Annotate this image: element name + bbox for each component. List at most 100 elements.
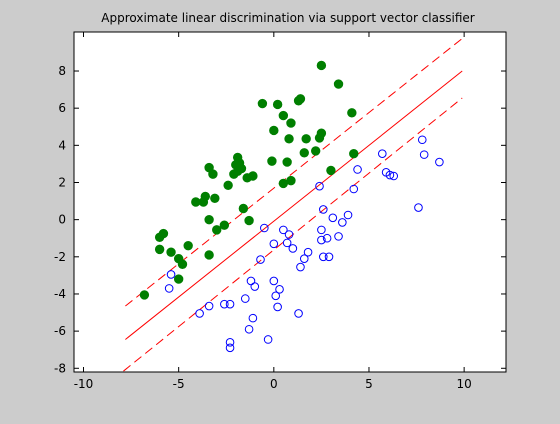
class-a-point — [158, 228, 169, 239]
class-b-point — [385, 170, 395, 180]
class-a-point — [200, 191, 211, 202]
class-b-point — [328, 213, 338, 223]
class-b-point — [319, 205, 328, 214]
class-a-point — [219, 220, 230, 230]
y-tick-label: -4 — [54, 287, 66, 301]
class-a-point — [173, 274, 184, 284]
data-points — [139, 60, 444, 353]
class-b-point — [324, 252, 334, 262]
class-b-point — [299, 254, 309, 263]
class-b-point — [220, 299, 229, 309]
class-a-point — [347, 108, 357, 118]
class-b-point — [343, 210, 353, 220]
class-a-point — [257, 98, 268, 109]
class-a-point — [299, 148, 309, 158]
class-a-point — [154, 244, 165, 255]
class-b-point — [250, 282, 260, 291]
y-tick-label: 8 — [58, 64, 66, 78]
class-b-point — [317, 235, 326, 245]
class-b-point — [377, 149, 387, 158]
class-b-point — [275, 285, 284, 294]
class-b-point — [240, 294, 250, 303]
class-a-point — [238, 203, 249, 214]
class-b-point — [164, 284, 174, 293]
class-b-point — [294, 309, 303, 318]
class-b-point — [248, 313, 258, 323]
class-a-point — [269, 125, 279, 136]
class-a-point — [286, 175, 296, 186]
y-tick-label: 0 — [58, 213, 66, 227]
x-tick-label: -10 — [74, 377, 94, 391]
y-tick-label: -2 — [54, 250, 66, 264]
plot-frame — [73, 31, 507, 373]
class-b-point — [319, 252, 328, 262]
class-b-point — [269, 239, 279, 249]
class-b-point — [225, 337, 235, 347]
class-b-point — [322, 233, 332, 243]
class-b-point — [414, 203, 423, 212]
class-a-point — [244, 215, 254, 226]
y-tick-label: -8 — [54, 361, 66, 375]
class-a-point — [301, 134, 311, 144]
class-a-point — [278, 110, 289, 121]
class-a-point — [139, 290, 150, 300]
class-b-point — [279, 225, 288, 235]
class-a-point — [349, 148, 359, 159]
class-a-point — [208, 169, 218, 179]
class-a-point — [223, 180, 233, 190]
class-b-point — [288, 244, 298, 253]
class-b-point — [225, 299, 235, 309]
class-a-point — [316, 128, 327, 138]
class-b-point — [273, 302, 282, 312]
y-tick-label: 2 — [58, 175, 66, 189]
class-b-point — [244, 324, 254, 334]
class-a-point — [166, 247, 176, 257]
class-b-point — [338, 218, 347, 227]
plot-area — [74, 32, 506, 372]
class-a-point — [272, 99, 283, 110]
class-a-point — [286, 118, 296, 128]
class-b-point — [271, 291, 281, 301]
class-b-point — [256, 255, 265, 264]
class-a-point — [282, 157, 292, 167]
class-a-point — [204, 250, 214, 260]
class-a-point — [236, 163, 247, 174]
class-b-point — [315, 181, 324, 191]
class-b-point — [419, 150, 429, 159]
class-a-point — [333, 79, 344, 89]
x-tick-label: 5 — [365, 377, 373, 391]
class-b-point — [296, 262, 305, 272]
class-b-point — [435, 157, 444, 167]
class-a-point — [177, 259, 188, 269]
x-tick-label: 10 — [456, 377, 471, 391]
class-a-point — [267, 156, 277, 166]
class-a-point — [316, 60, 327, 71]
class-b-point — [269, 276, 279, 286]
class-b-point — [303, 247, 313, 257]
y-tick-label: -6 — [54, 324, 66, 338]
class-a-point — [326, 165, 336, 176]
axis-ticks: -10 -5 0 5 10 -8 -6 -4 -2 0 2 4 6 8 — [54, 32, 506, 391]
class-b-point — [389, 171, 399, 181]
class-b-point — [282, 238, 292, 248]
class-b-point — [204, 301, 214, 311]
class-b-point — [260, 223, 269, 233]
class-b-point — [349, 184, 359, 194]
x-tick-label: 0 — [270, 377, 278, 391]
class-b-point — [195, 309, 204, 318]
class-a-point — [183, 240, 193, 251]
x-tick-label: -5 — [173, 377, 185, 391]
class-b-point — [166, 270, 176, 279]
class-b-point — [284, 230, 294, 239]
y-tick-label: 6 — [58, 101, 66, 115]
class-a-point — [284, 134, 294, 144]
class-a-point — [210, 193, 220, 203]
class-a-point — [204, 214, 214, 225]
class-b-point — [417, 135, 427, 145]
class-b-point — [353, 165, 362, 174]
class-a-point — [310, 146, 321, 156]
class-a-point — [212, 225, 222, 235]
y-tick-label: 4 — [58, 138, 66, 152]
